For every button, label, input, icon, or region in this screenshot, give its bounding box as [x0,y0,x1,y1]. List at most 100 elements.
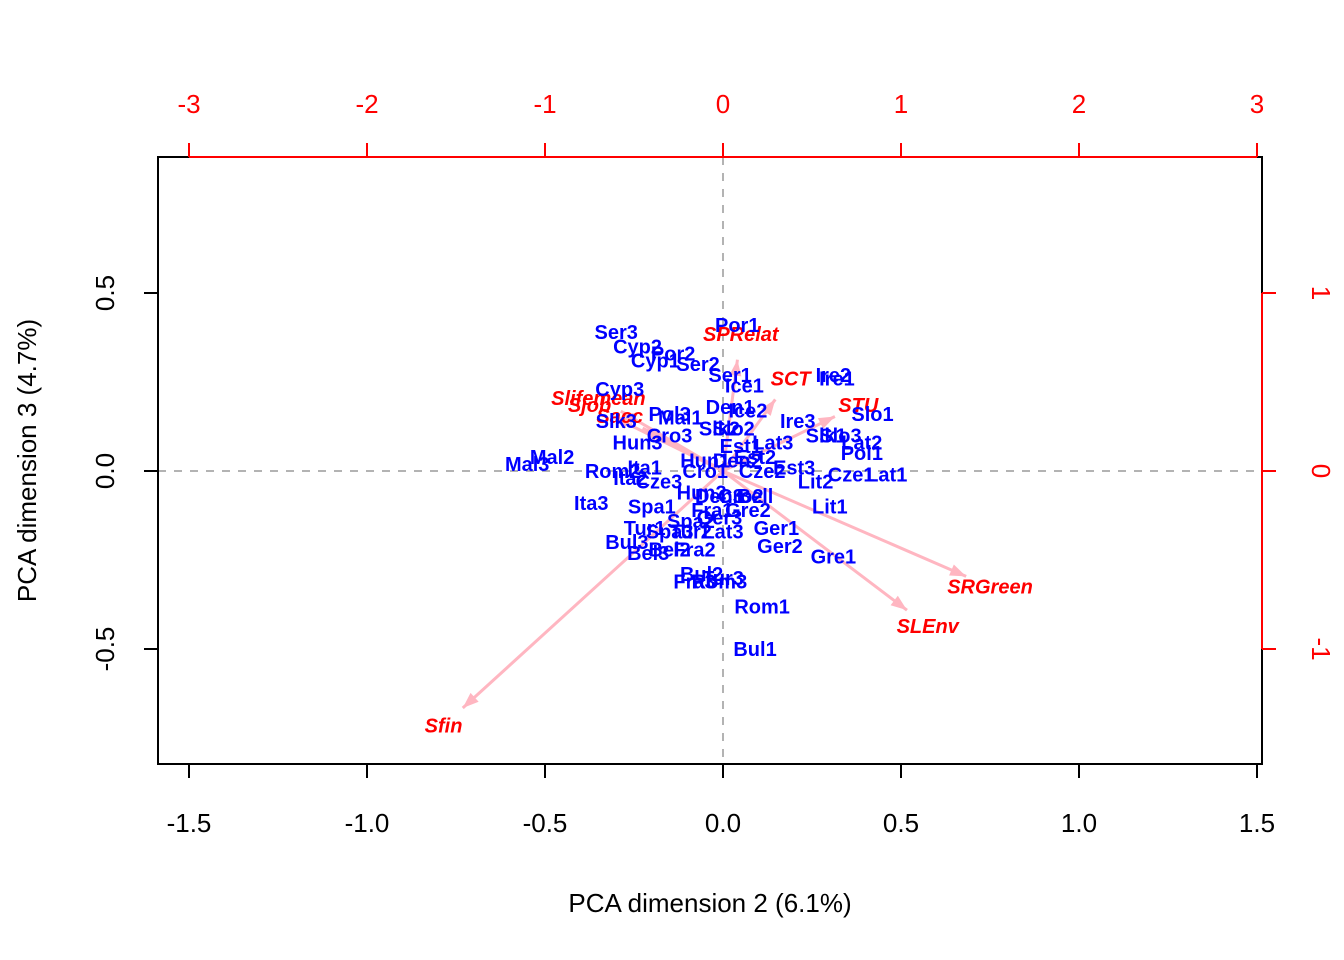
observation-label: Tur1 [624,518,666,540]
x-axis-title: PCA dimension 2 (6.1%) [568,888,851,918]
x2-tick-label: 0 [716,89,730,119]
observation-label: Ita3 [574,493,608,515]
y2-tick-label: 0 [1306,464,1336,478]
observation-label: Slk2 [699,418,740,440]
observation-label: Den3 [695,486,744,508]
observation-label: Lat3 [702,522,743,544]
observation-label: Spa2 [667,511,715,533]
observation-label: Bel2 [648,539,690,561]
left-axis: -0.5 0.0 0.5 [90,275,159,672]
observation-label: Est3 [773,457,815,479]
observation-label: Lit2 [798,472,834,494]
observation-label: Cro3 [647,425,693,447]
observation-label: Gre2 [725,500,771,522]
variable-arrowhead [642,428,660,441]
observation-label: Bul1 [733,639,776,661]
bottom-axis: -1.5 -1.0 -0.5 0.0 0.5 1.0 1.5 [167,763,1275,838]
observation-label: Lit1 [812,497,848,519]
variable-label: SCT [771,368,813,390]
observation-label: Den2 [713,450,762,472]
variable-label: SPRelat [703,324,780,346]
observation-label: Mal3 [505,454,549,476]
y2-tick-label: 1 [1306,286,1336,300]
observation-label: Ire1 [819,368,855,390]
observation-label: Est1 [720,436,762,458]
x2-tick-label: -3 [177,89,200,119]
variable-label: Sfin [425,716,463,738]
variable-label: Slifemean [551,388,645,410]
observation-label: Mal2 [530,447,574,469]
observation-label: Cze1 [828,465,875,487]
observation-label: Cyp1 [631,351,680,373]
observation-label: Ire3 [780,411,816,433]
y-axis-title: PCA dimension 3 (4.7%) [12,319,42,602]
observation-label: Rom3 [692,571,748,593]
observation-label: Ice2 [728,400,767,422]
observation-label: Cro1 [682,461,728,483]
observation-label: Lat1 [866,465,907,487]
variable-arrow [722,469,967,578]
observation-label: Tur2 [670,522,712,544]
variable-arrowhead [890,595,907,611]
observation-label: Ser1 [708,365,751,387]
variable-label: STU [838,395,879,417]
observation-label: Den1 [706,397,755,419]
observation-label: Ice1 [725,376,764,398]
observation-label: Est2 [734,447,776,469]
observation-label: Rom2 [585,461,641,483]
variable-arrowhead [817,416,835,429]
observation-label: Cze2 [739,461,786,483]
variable-label: Sjob [568,395,611,417]
top-axis: -3 -2 -1 0 1 2 3 [177,89,1264,158]
right-axis: -1 0 1 [1261,286,1336,661]
observation-label: Spa3 [646,522,694,544]
observation-label: Ser2 [676,354,719,376]
observation-label: Rom1 [734,596,790,618]
variable-arrowhead [462,692,479,709]
variable-label: SRGreen [947,577,1033,599]
x-tick-label: 0.0 [705,808,741,838]
x-tick-label: -0.5 [523,808,568,838]
observation-label: Tur3 [702,568,744,590]
observation-label: Por2 [651,344,695,366]
observation-label: Bell [737,486,774,508]
observation-label: Mal1 [658,408,702,430]
observation-label: Slo1 [851,404,893,426]
x2-tick-label: 1 [894,89,908,119]
x2-tick-label: 3 [1250,89,1264,119]
variable-arrow [722,469,908,612]
observation-label: Pol1 [841,443,883,465]
variable-arrowhead [729,359,742,377]
variable-arrowhead [949,564,967,577]
y-tick-label: -0.5 [90,627,120,672]
observation-label: Ita2 [613,468,647,490]
y-tick-label: 0.5 [90,275,120,311]
observation-label: Cro2 [718,486,764,508]
observation-label: Ita1 [627,457,661,479]
observation-label: Slo2 [713,418,755,440]
observation-label: Lat2 [841,433,882,455]
y-tick-label: 0.0 [90,453,120,489]
observation-label: Hun1 [680,450,730,472]
observation-label: Ger3 [697,507,743,529]
observation-label: Ger1 [754,518,800,540]
observation-label: Bul3 [605,532,648,554]
observation-label: Fra3 [673,571,715,593]
observation-label: Pol3 [648,404,690,426]
x-tick-label: -1.0 [345,808,390,838]
variable-arrowhead [612,416,630,430]
x2-tick-label: 2 [1072,89,1086,119]
observation-label: Por1 [715,315,759,337]
observation-label: Ger2 [757,536,803,558]
variable-arrow [461,469,725,710]
observation-label: Slk1 [806,425,847,447]
x2-tick-label: -1 [533,89,556,119]
variable-arrow [722,415,836,473]
observation-label: Spa1 [628,497,676,519]
y2-tick-label: -1 [1306,637,1336,660]
x-tick-label: 1.5 [1239,808,1275,838]
observation-label: Fra2 [673,539,715,561]
